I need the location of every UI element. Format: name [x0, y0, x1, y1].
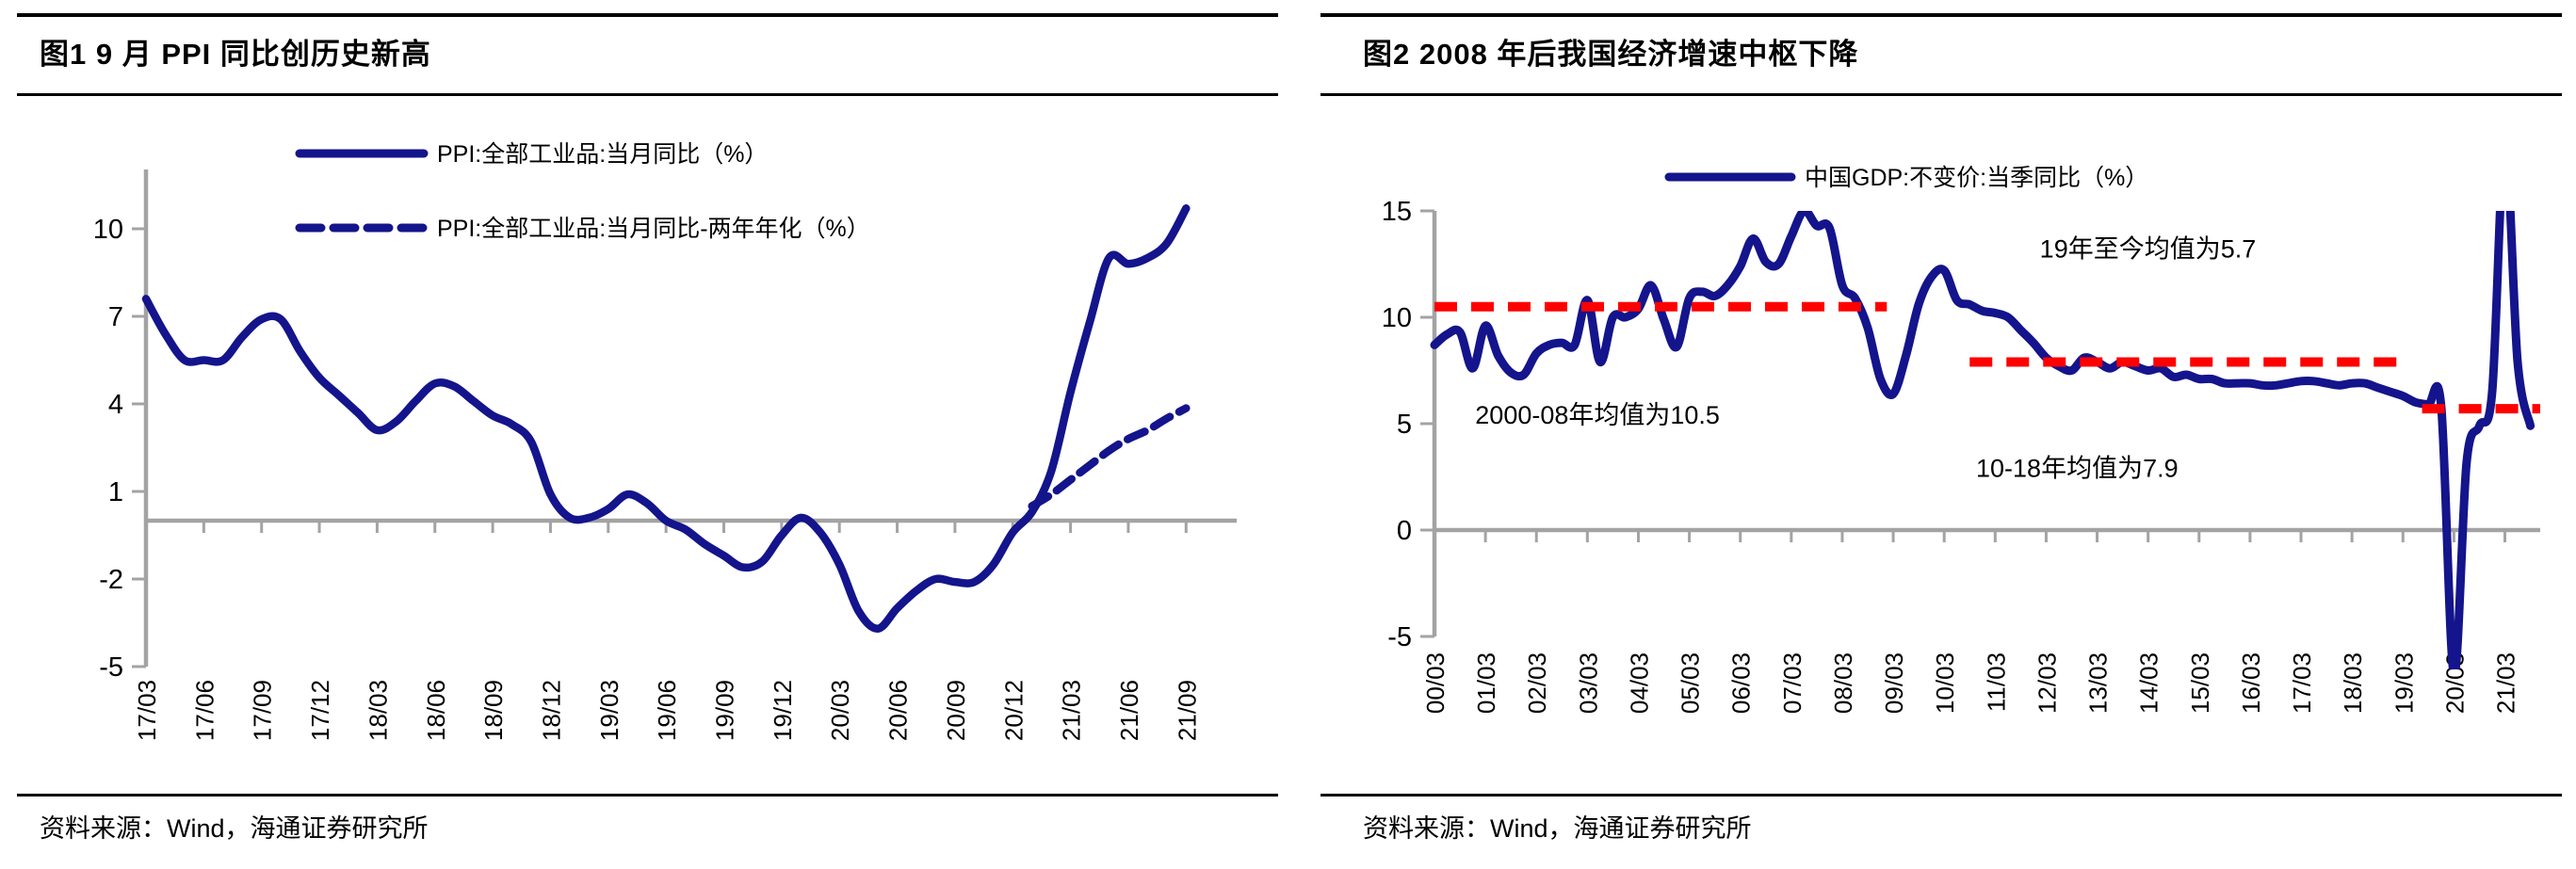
fig1-series-1-line [1028, 404, 1191, 510]
fig2-x-tick-label: 08/03 [1829, 652, 1857, 714]
fig2-series-0-line [1430, 211, 2535, 669]
fig1-x-tick-label: 18/06 [422, 680, 450, 741]
fig1-x-tick-label: 17/12 [306, 680, 334, 741]
figure1-ppi-chart: 10 7 4 1 -2 -5 17/03 17/06 17/09 17/12 18/03 18/06 1… [93, 141, 1237, 741]
fig2-x-tick-label: 07/03 [1778, 652, 1806, 714]
fig2-annotation-1: 10-18年均值为7.9 [1976, 454, 2179, 482]
fig2-x-tick-label: 00/03 [1421, 652, 1450, 714]
fig1-legend-label-1: PPI:全部工业品:当月同比-两年年化（%） [437, 216, 870, 242]
fig2-x-tick-label: 21/03 [2492, 652, 2520, 714]
fig2-x-tick-label: 09/03 [1880, 652, 1908, 714]
fig1-legend-label-0: PPI:全部工业品:当月同比（%） [437, 141, 768, 168]
fig2-annotation-2: 19年至今均值为5.7 [2040, 235, 2257, 264]
fig2-x-tick-label: 03/03 [1574, 652, 1602, 714]
figure2-top-rule [1320, 13, 2562, 17]
figure2-title-rule [1320, 93, 2562, 96]
fig1-y-tick-label: 7 [108, 302, 123, 332]
fig2-x-tick-label: 19/03 [2390, 652, 2418, 714]
fig2-x-tick-label: 11/03 [1982, 652, 2010, 712]
fig1-x-tick-label: 20/09 [942, 680, 970, 741]
fig1-x-tick-label: 20/06 [884, 680, 913, 741]
fig2-x-tick-label: 14/03 [2135, 652, 2163, 714]
fig2-x-tick-label: 04/03 [1625, 652, 1653, 714]
figure1-bottom-rule [17, 794, 1278, 797]
fig2-x-tick-label: 06/03 [1727, 652, 1756, 714]
fig2-legend-label-0: 中国GDP:不变价:当季同比（%） [1805, 165, 2148, 191]
fig2-x-tick-label: 10/03 [1931, 652, 1959, 714]
figure1-title-rule [17, 93, 1278, 96]
fig1-y-tick-label: 4 [108, 390, 123, 420]
figure1-panel: 图1 9 月 PPI 同比创历史新高 10 7 4 1 -2 -5 17/03 17/06 17… [17, 0, 1278, 869]
fig1-x-tick-label: 21/06 [1115, 680, 1143, 741]
fig1-x-tick-label: 17/03 [133, 680, 161, 741]
fig1-x-tick-label: 20/12 [999, 680, 1028, 741]
fig2-x-tick-label: 12/03 [2033, 652, 2061, 714]
figure1-source: 资料来源：Wind，海通证券研究所 [40, 814, 429, 843]
fig1-x-tick-label: 18/09 [479, 680, 508, 741]
fig2-x-tick-label: 17/03 [2288, 652, 2316, 714]
fig2-x-tick-label: 16/03 [2237, 652, 2265, 714]
figure2-title: 图2 2008 年后我国经济增速中枢下降 [1363, 38, 1859, 71]
fig1-x-tick-label: 21/03 [1058, 680, 1086, 741]
fig2-y-tick-label: 5 [1397, 410, 1412, 440]
fig1-series-0-line [141, 204, 1191, 633]
figure1-top-rule [17, 13, 1278, 17]
fig1-x-tick-label: 20/03 [826, 680, 854, 741]
fig1-x-tick-label: 17/06 [190, 680, 219, 741]
figure1-title: 图1 9 月 PPI 同比创历史新高 [40, 38, 431, 71]
fig1-x-tick-label: 19/06 [653, 680, 681, 741]
fig1-x-tick-label: 18/03 [364, 680, 392, 741]
fig2-x-tick-label: 02/03 [1523, 652, 1551, 714]
fig2-x-tick-label: 05/03 [1677, 652, 1705, 714]
fig1-x-tick-label: 17/09 [249, 680, 277, 741]
figure2-bottom-rule [1320, 794, 2562, 797]
fig1-x-tick-label: 19/09 [711, 680, 739, 741]
figure2-panel: 图2 2008 年后我国经济增速中枢下降 15 10 5 0 -5 00/03 01/03 0… [1320, 0, 2562, 869]
fig1-y-tick-label: 1 [108, 477, 123, 507]
figure2-gdp-chart: 15 10 5 0 -5 00/03 01/03 02/03 03/03 04/03 05/03 06… [1382, 165, 2540, 714]
fig1-y-tick-label: -5 [99, 652, 123, 683]
fig1-x-tick-label: 19/03 [595, 680, 624, 741]
fig2-y-tick-label: 0 [1397, 516, 1412, 546]
fig2-x-tick-label: 01/03 [1472, 652, 1500, 714]
figure2-source: 资料来源：Wind，海通证券研究所 [1363, 814, 1752, 843]
fig1-x-tick-label: 18/12 [537, 680, 565, 741]
fig1-y-tick-label: -2 [99, 565, 123, 595]
fig2-y-tick-label: 15 [1382, 197, 1412, 227]
fig1-x-tick-label: 21/09 [1173, 680, 1201, 741]
fig2-y-tick-label: 10 [1382, 303, 1412, 333]
fig1-y-tick-label: 10 [93, 215, 123, 245]
fig2-y-tick-label: -5 [1387, 622, 1412, 652]
fig2-x-tick-label: 15/03 [2186, 652, 2214, 714]
fig2-x-tick-label: 18/03 [2339, 652, 2367, 714]
fig2-x-tick-label: 13/03 [2084, 652, 2113, 714]
fig1-x-tick-label: 19/12 [769, 680, 797, 741]
fig2-annotation-0: 2000-08年均值为10.5 [1475, 401, 1720, 429]
